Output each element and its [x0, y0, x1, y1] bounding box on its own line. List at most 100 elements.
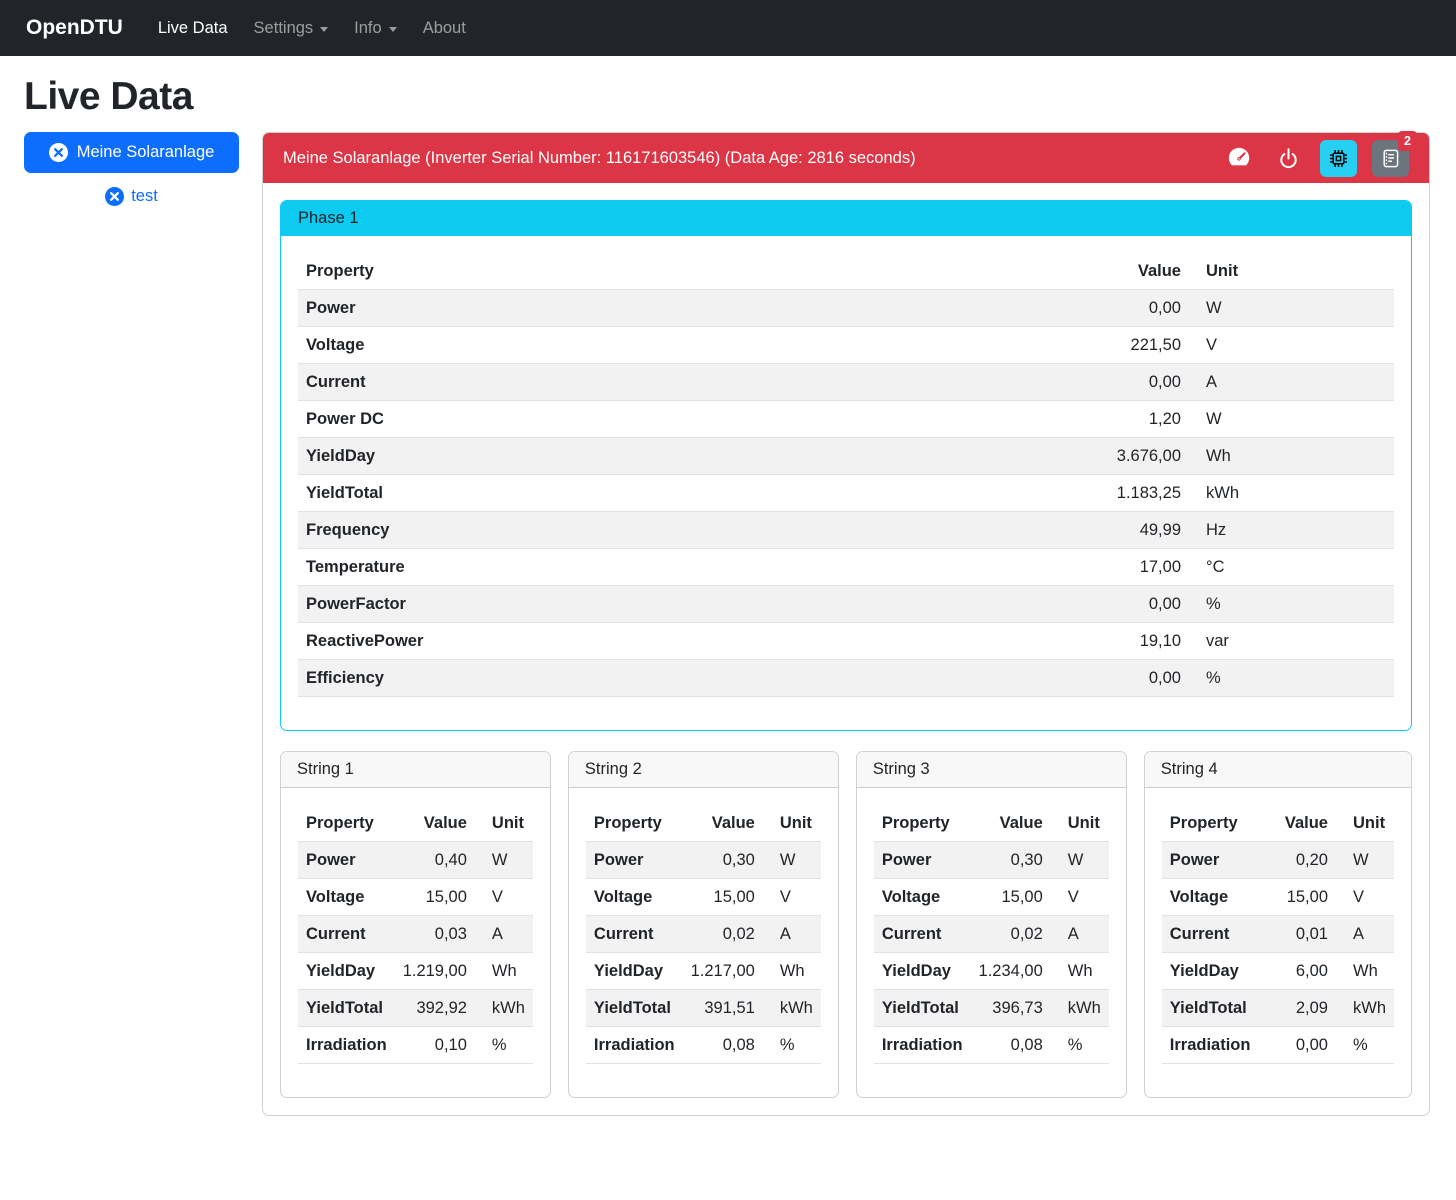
- column-header-unit: Unit: [474, 805, 533, 842]
- table-header-row: Property Value Unit: [585, 805, 821, 842]
- device-info-button[interactable]: [1320, 139, 1357, 177]
- table-row: Current 0,02 A: [873, 915, 1109, 953]
- value-cell: 0,02: [682, 915, 763, 953]
- property-cell: Current: [298, 915, 395, 953]
- inverter-select-button-meine-solaranlage[interactable]: Meine Solaranlage: [24, 132, 239, 173]
- limit-settings-button[interactable]: [1222, 140, 1256, 176]
- page-title: Live Data: [24, 75, 193, 118]
- table-row: YieldDay 1.219,00 Wh: [298, 952, 533, 990]
- column-header-value: Value: [1269, 805, 1336, 842]
- table-row: YieldTotal 2,09 kWh: [1161, 989, 1394, 1027]
- column-header-property: Property: [298, 805, 395, 842]
- property-cell: Voltage: [1161, 878, 1270, 916]
- nav-item-info[interactable]: Info: [341, 11, 410, 46]
- event-count-badge: 2: [1398, 130, 1417, 151]
- inverter-select-label: Meine Solaranlage: [76, 143, 215, 161]
- unit-cell: Wh: [1336, 952, 1394, 990]
- property-cell: Voltage: [585, 878, 683, 916]
- property-cell: Power: [298, 289, 855, 327]
- column-header-property: Property: [298, 253, 855, 290]
- value-cell: 0,08: [970, 1026, 1051, 1064]
- column-header-unit: Unit: [1336, 805, 1394, 842]
- unit-cell: %: [1050, 1026, 1109, 1064]
- value-cell: 392,92: [394, 989, 475, 1027]
- navbar-brand[interactable]: OpenDTU: [26, 16, 123, 39]
- table-row: Power DC 1,20 W: [298, 400, 1394, 438]
- value-cell: 1.234,00: [970, 952, 1051, 990]
- table-header-row: Property Value Unit: [1161, 805, 1394, 842]
- unit-cell: Wh: [1189, 437, 1394, 475]
- value-cell: 391,51: [682, 989, 763, 1027]
- data-table: Property Value Unit Power 0,20 W Voltage 15,00 V…: [1161, 805, 1394, 1064]
- unit-cell: V: [1050, 878, 1109, 916]
- value-cell: 0,08: [682, 1026, 763, 1064]
- value-cell: 19,10: [854, 622, 1189, 660]
- journal-text-icon: [1383, 149, 1399, 167]
- string-4-table-container: Property Value Unit Power 0,20 W Voltage 15,00 V…: [1145, 788, 1411, 1097]
- value-cell: 396,73: [970, 989, 1051, 1027]
- unit-cell: %: [1336, 1026, 1394, 1064]
- string-3-table-container: Property Value Unit Power 0,30 W Voltage 15,00 V…: [857, 788, 1126, 1097]
- string-1-table-container: Property Value Unit Power 0,40 W Voltage 15,00 V…: [281, 788, 550, 1097]
- property-cell: PowerFactor: [298, 585, 855, 623]
- property-cell: YieldTotal: [585, 989, 683, 1027]
- table-row: Power 0,40 W: [298, 841, 533, 879]
- table-row: Current 0,00 A: [298, 363, 1394, 401]
- property-cell: Irradiation: [1161, 1026, 1270, 1064]
- nav-item-settings[interactable]: Settings: [241, 11, 342, 46]
- table-row: Power 0,30 W: [585, 841, 821, 879]
- unit-cell: kWh: [474, 989, 533, 1027]
- table-row: PowerFactor 0,00%: [298, 585, 1394, 623]
- power-toggle-button[interactable]: [1271, 140, 1305, 176]
- property-cell: Irradiation: [873, 1026, 971, 1064]
- value-cell: 0,00: [854, 289, 1189, 327]
- inverter-card-title: Meine Solaranlage (Inverter Serial Numbe…: [283, 148, 916, 167]
- inverter-selector-sidebar: Meine Solaranlage test: [24, 132, 239, 206]
- chevron-down-icon: [388, 27, 397, 32]
- unit-cell: A: [474, 915, 533, 953]
- x-circle-icon: [105, 187, 125, 206]
- column-header-property: Property: [1161, 805, 1270, 842]
- property-cell: Frequency: [298, 511, 855, 549]
- unit-cell: A: [1050, 915, 1109, 953]
- nav-item-about[interactable]: About: [410, 11, 479, 46]
- property-cell: YieldTotal: [873, 989, 971, 1027]
- nav-item-live-data[interactable]: Live Data: [145, 11, 241, 46]
- table-row: Voltage 15,00 V: [298, 878, 533, 916]
- table-row: Current 0,02 A: [585, 915, 821, 953]
- table-row: Efficiency 0,00%: [298, 659, 1394, 697]
- table-row: Irradiation 0,10%: [298, 1026, 533, 1064]
- property-cell: YieldTotal: [298, 474, 855, 512]
- property-cell: YieldDay: [585, 952, 683, 990]
- data-table: Property Value Unit Power 0,40 W Voltage 15,00 V…: [298, 805, 533, 1064]
- value-cell: 1,20: [854, 400, 1189, 438]
- table-row: Voltage 221,50 V: [298, 326, 1394, 364]
- table-row: Irradiation 0,08%: [585, 1026, 821, 1064]
- phase-1-table-container: Property Value Unit Power 0,00 W Voltage 221,50…: [281, 236, 1411, 730]
- value-cell: 17,00: [854, 548, 1189, 586]
- unit-cell: Hz: [1189, 511, 1394, 549]
- unit-cell: var: [1189, 622, 1394, 660]
- column-header-value: Value: [394, 805, 475, 842]
- table-row: YieldTotal 392,92 kWh: [298, 989, 533, 1027]
- navbar-nav: Live Data Settings Info About: [145, 11, 479, 46]
- string-3-card-header: String 3: [856, 752, 1126, 788]
- property-cell: Current: [298, 363, 855, 401]
- string-1-card-header: String 1: [281, 752, 550, 788]
- phase-1-card-header: Phase 1: [281, 201, 1411, 236]
- value-cell: 0,00: [1269, 1026, 1336, 1064]
- value-cell: 6,00: [1269, 952, 1336, 990]
- data-table: Property Value Unit Power 0,00 W Voltage 221,50…: [298, 253, 1394, 697]
- unit-cell: %: [1189, 585, 1394, 623]
- x-circle-icon: [48, 143, 68, 162]
- value-cell: 15,00: [394, 878, 475, 916]
- unit-cell: %: [762, 1026, 821, 1064]
- string-3-card: String 3 Property Value Unit Power 0,30 W Volt…: [855, 751, 1127, 1098]
- property-cell: Current: [873, 915, 971, 953]
- unit-cell: V: [762, 878, 821, 916]
- table-row: YieldTotal 391,51 kWh: [585, 989, 821, 1027]
- inverter-select-link-test[interactable]: test: [24, 187, 239, 206]
- property-cell: Voltage: [298, 326, 855, 364]
- event-log-button[interactable]: 2: [1372, 130, 1417, 177]
- value-cell: 0,00: [854, 659, 1189, 697]
